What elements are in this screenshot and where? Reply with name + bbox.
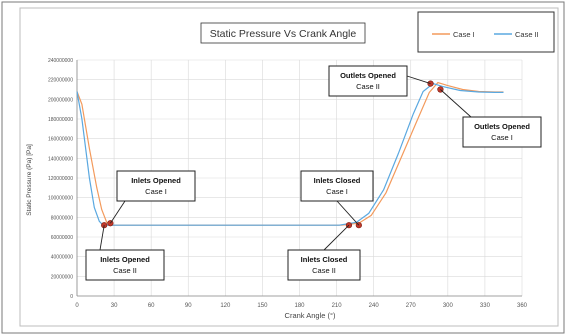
x-tick-label: 0 (75, 303, 79, 309)
y-tick-label: 40000000 (51, 255, 73, 261)
annotation-text: Inlets Closed (301, 255, 348, 264)
x-tick-label: 90 (185, 303, 192, 309)
annotation-text: Inlets Opened (131, 176, 181, 185)
annotation-leader (99, 225, 105, 251)
annotation-leaders (99, 75, 472, 251)
x-tick-label: 120 (220, 303, 231, 309)
x-tick-label: 180 (294, 303, 305, 309)
x-tick-label: 60 (148, 303, 155, 309)
x-tick-label: 330 (480, 303, 491, 309)
annotation-box (116, 170, 196, 202)
chart-title: Static Pressure Vs Crank Angle (210, 28, 357, 40)
y-tick-label: 220000000 (48, 78, 73, 84)
y-tick-labels: 0 20000000 40000000 60000000 80000000 1000000… (48, 58, 73, 300)
annotation-text: Case II (312, 266, 336, 275)
x-tick-label: 300 (443, 303, 454, 309)
annotation-leader (323, 224, 350, 251)
legend (417, 11, 555, 53)
annotation-leader (406, 75, 431, 85)
annotation-box (85, 249, 165, 281)
x-tick-label: 150 (257, 303, 268, 309)
annotation-box (328, 65, 408, 97)
annotation-text: Outlets Opened (340, 71, 396, 80)
annotation-text: Case II (113, 266, 137, 275)
y-tick-label: 60000000 (51, 235, 73, 241)
y-tick-label: 80000000 (51, 215, 73, 221)
annotation-text: Inlets Opened (100, 255, 150, 264)
x-tick-label: 210 (332, 303, 343, 309)
annotation-leader (336, 200, 360, 226)
legend-label-case-i: Case I (453, 30, 475, 39)
annotation-box (287, 249, 361, 281)
y-tick-label: 160000000 (48, 137, 73, 143)
annotation-text: Case I (326, 187, 348, 196)
axes (76, 60, 522, 297)
y-tick-label: 120000000 (48, 176, 73, 182)
y-tick-label: 20000000 (51, 274, 73, 280)
y-tick-label: 0 (70, 294, 73, 300)
x-tick-label: 360 (517, 303, 528, 309)
title-box (200, 22, 366, 44)
legend-label-case-ii: Case II (515, 30, 539, 39)
x-tick-label: 270 (406, 303, 417, 309)
y-tick-label: 140000000 (48, 156, 73, 162)
annotation-box (300, 170, 374, 202)
y-tick-label: 240000000 (48, 58, 73, 64)
y-tick-label: 180000000 (48, 117, 73, 123)
y-tick-label: 200000000 (48, 97, 73, 103)
x-tick-labels: 0 30 60 90 120 150 180 210 240 270 300 330 360 (75, 303, 527, 309)
x-tick-label: 30 (111, 303, 118, 309)
annotation-leader (440, 89, 472, 118)
annotation-leader (109, 200, 126, 224)
x-tick-label: 240 (369, 303, 380, 309)
y-tick-label: 100000000 (48, 196, 73, 202)
y-axis-label: Static Pressure (Pa) [Pa] (26, 144, 33, 216)
annotation-text: Case I (491, 133, 513, 142)
annotation-text: Case II (356, 82, 380, 91)
annotations: Inlets Opened Case I Inlets Opened Case II I… (85, 65, 542, 281)
annotation-text: Outlets Opened (474, 122, 530, 131)
annotation-text: Inlets Closed (314, 176, 361, 185)
annotation-text: Case I (145, 187, 167, 196)
annotation-box (462, 116, 542, 148)
x-axis-label: Crank Angle (°) (285, 311, 336, 320)
